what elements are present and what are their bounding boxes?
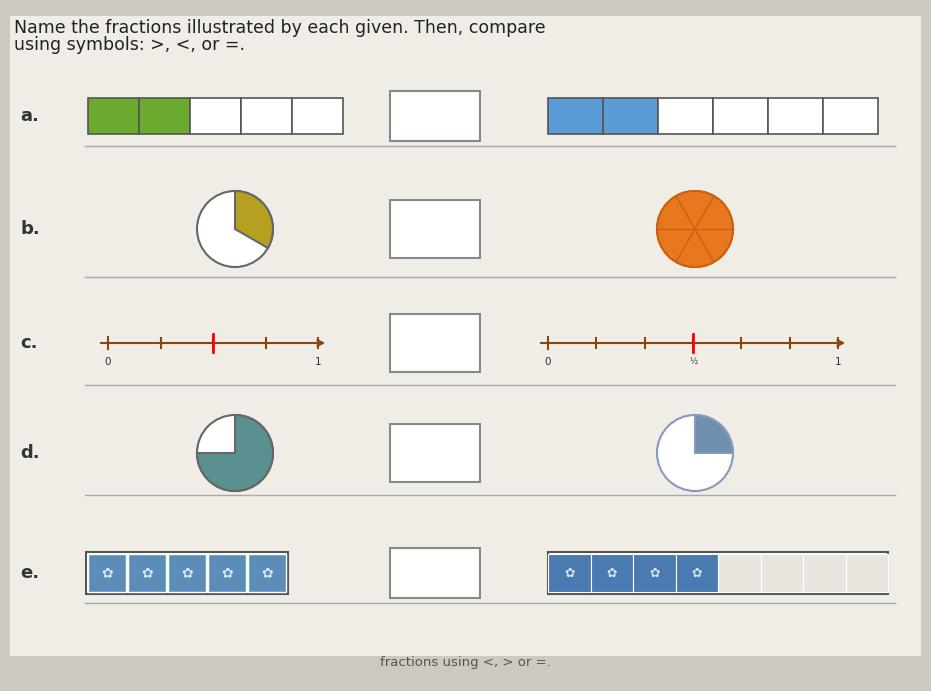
Text: b.: b. — [20, 220, 40, 238]
Bar — [658, 98, 713, 134]
Bar — [803, 554, 845, 592]
Text: ✿: ✿ — [564, 567, 574, 580]
Bar — [88, 554, 126, 592]
Bar — [292, 98, 343, 134]
Bar — [208, 554, 246, 592]
Circle shape — [657, 191, 733, 267]
Bar — [590, 554, 633, 592]
Bar — [548, 552, 888, 594]
Bar — [390, 548, 480, 598]
Text: using symbols: >, <, or =.: using symbols: >, <, or =. — [14, 36, 245, 54]
Circle shape — [197, 191, 273, 267]
Text: d.: d. — [20, 444, 40, 462]
Bar — [139, 98, 190, 134]
Bar — [390, 91, 480, 141]
Circle shape — [657, 415, 733, 491]
Bar — [713, 98, 768, 134]
Bar — [241, 98, 292, 134]
Text: ✿: ✿ — [142, 566, 153, 580]
Text: Name the fractions illustrated by each given. Then, compare: Name the fractions illustrated by each g… — [14, 19, 546, 37]
Wedge shape — [695, 415, 733, 453]
Bar — [845, 554, 888, 592]
Text: ✿: ✿ — [649, 567, 659, 580]
Bar — [633, 554, 676, 592]
Bar — [190, 98, 241, 134]
Bar — [128, 554, 166, 592]
Bar — [390, 314, 480, 372]
Text: ✿: ✿ — [101, 566, 113, 580]
Text: 0: 0 — [105, 357, 111, 367]
Text: ✿: ✿ — [222, 566, 233, 580]
Bar — [88, 98, 139, 134]
Bar — [548, 98, 603, 134]
Bar — [548, 554, 590, 592]
Bar — [168, 554, 206, 592]
Bar — [390, 424, 480, 482]
Wedge shape — [197, 415, 273, 491]
Bar — [603, 98, 658, 134]
Text: ✿: ✿ — [606, 567, 617, 580]
Text: ½: ½ — [689, 357, 697, 366]
Circle shape — [197, 415, 273, 491]
Text: fractions using <, > or =.: fractions using <, > or =. — [380, 656, 550, 669]
Text: ✿: ✿ — [262, 566, 273, 580]
Wedge shape — [235, 191, 273, 248]
Bar — [768, 98, 823, 134]
Bar — [390, 200, 480, 258]
Text: e.: e. — [20, 564, 39, 582]
Bar — [718, 554, 761, 592]
Text: 1: 1 — [315, 357, 321, 367]
Text: ✿: ✿ — [692, 567, 702, 580]
Bar — [676, 554, 718, 592]
Text: ✿: ✿ — [182, 566, 193, 580]
Bar — [248, 554, 286, 592]
Text: 0: 0 — [545, 357, 551, 367]
Text: a.: a. — [20, 107, 39, 125]
Bar — [761, 554, 803, 592]
Wedge shape — [657, 191, 733, 267]
Bar — [86, 552, 288, 594]
Text: 1: 1 — [835, 357, 842, 367]
Text: c.: c. — [20, 334, 37, 352]
Bar — [823, 98, 878, 134]
